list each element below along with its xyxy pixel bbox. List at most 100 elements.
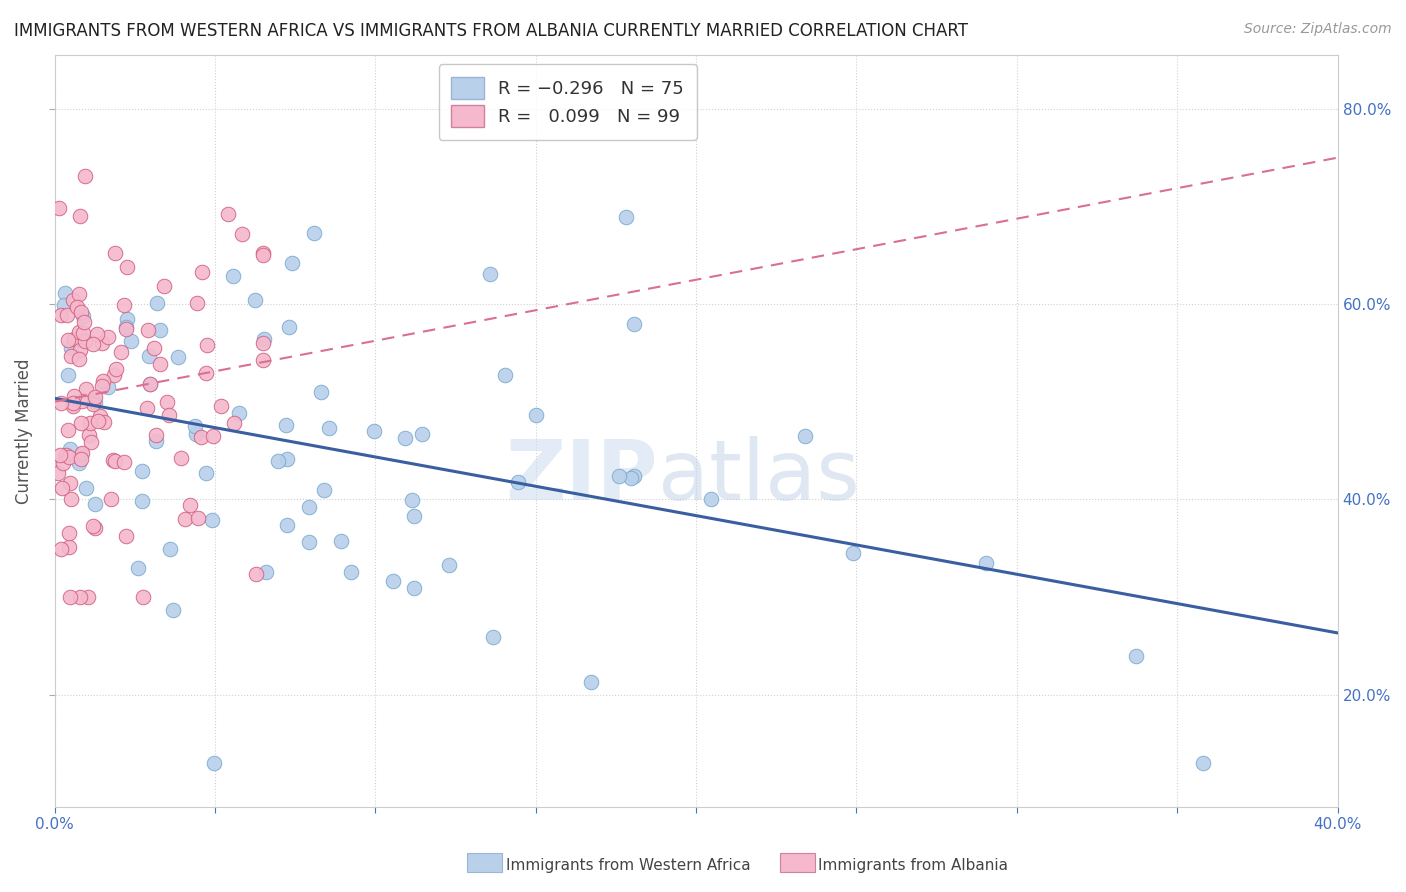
Point <box>70 452 93 467</box>
Point <box>79 417 101 431</box>
Point <box>75 481 97 495</box>
Point <box>222 268 245 283</box>
Point <box>52 456 75 470</box>
Point <box>46 467 69 481</box>
Point <box>112 455 135 469</box>
Point <box>51 309 73 323</box>
Point <box>401 492 423 507</box>
Point <box>69 343 91 357</box>
Point <box>217 207 239 221</box>
Point <box>60 350 83 364</box>
Legend: R = −0.296   N = 75, R =   0.099   N = 99: R = −0.296 N = 75, R = 0.099 N = 99 <box>439 64 697 140</box>
Point <box>101 452 124 467</box>
Point <box>131 494 153 508</box>
Point <box>82 337 104 351</box>
Point <box>841 546 863 560</box>
Point <box>152 279 174 293</box>
Point <box>187 511 209 525</box>
Point <box>394 431 416 445</box>
Point <box>49 542 72 557</box>
Point <box>132 590 155 604</box>
Point <box>616 210 638 224</box>
Point <box>72 315 94 329</box>
Point <box>179 498 201 512</box>
Point <box>145 427 167 442</box>
Point <box>103 246 125 260</box>
Point <box>186 426 208 441</box>
Point <box>110 344 132 359</box>
Point <box>481 630 503 644</box>
Point <box>252 248 274 262</box>
Point <box>91 374 114 388</box>
Point <box>120 334 142 348</box>
Point <box>156 395 179 409</box>
Point <box>276 518 298 533</box>
Point <box>195 338 218 352</box>
Point <box>60 491 83 506</box>
Point <box>58 526 80 541</box>
Point <box>84 390 107 404</box>
Point <box>309 384 332 399</box>
Point <box>59 442 82 457</box>
Point <box>329 534 352 549</box>
Point <box>69 209 91 223</box>
Point <box>70 393 93 408</box>
Point <box>58 368 80 382</box>
Point <box>157 409 180 423</box>
Point <box>581 674 603 689</box>
Point <box>114 320 136 334</box>
Point <box>115 260 138 275</box>
Point <box>115 312 138 326</box>
Point <box>90 336 112 351</box>
Point <box>274 418 297 433</box>
Point <box>70 416 93 430</box>
Point <box>89 409 111 423</box>
Point <box>67 325 90 339</box>
Point <box>49 395 72 409</box>
Point <box>184 419 207 434</box>
Point <box>266 454 288 468</box>
Point <box>59 341 82 355</box>
Point <box>623 317 645 331</box>
Point <box>623 468 645 483</box>
Point <box>402 508 425 523</box>
Point <box>112 298 135 312</box>
Text: Immigrants from Western Africa: Immigrants from Western Africa <box>506 858 751 872</box>
Point <box>56 423 79 437</box>
Point <box>439 558 461 573</box>
Point <box>62 332 84 346</box>
Point <box>100 492 122 507</box>
Point <box>793 428 815 442</box>
Point <box>84 497 107 511</box>
Point <box>86 327 108 342</box>
Point <box>302 226 325 240</box>
Point <box>84 394 107 409</box>
Point <box>186 296 208 310</box>
Point <box>281 256 304 270</box>
Point <box>62 399 84 413</box>
Point <box>607 469 630 483</box>
Point <box>51 481 73 495</box>
Point <box>209 399 232 413</box>
Point <box>312 483 335 497</box>
Point <box>75 334 97 349</box>
Point <box>127 561 149 575</box>
Point <box>298 500 321 515</box>
Point <box>67 287 90 301</box>
Point <box>103 454 125 468</box>
Point <box>202 429 225 443</box>
Point <box>62 396 84 410</box>
Point <box>202 756 225 770</box>
Point <box>494 368 516 382</box>
Point <box>245 293 267 308</box>
Point <box>222 416 245 430</box>
Point <box>138 376 160 391</box>
Point <box>58 540 80 554</box>
Point <box>277 319 299 334</box>
Point <box>506 475 529 489</box>
Point <box>700 492 723 507</box>
Text: IMMIGRANTS FROM WESTERN AFRICA VS IMMIGRANTS FROM ALBANIA CURRENTLY MARRIED CORR: IMMIGRANTS FROM WESTERN AFRICA VS IMMIGR… <box>14 22 969 40</box>
Point <box>228 406 250 420</box>
Point <box>115 321 138 335</box>
Point <box>139 376 162 391</box>
